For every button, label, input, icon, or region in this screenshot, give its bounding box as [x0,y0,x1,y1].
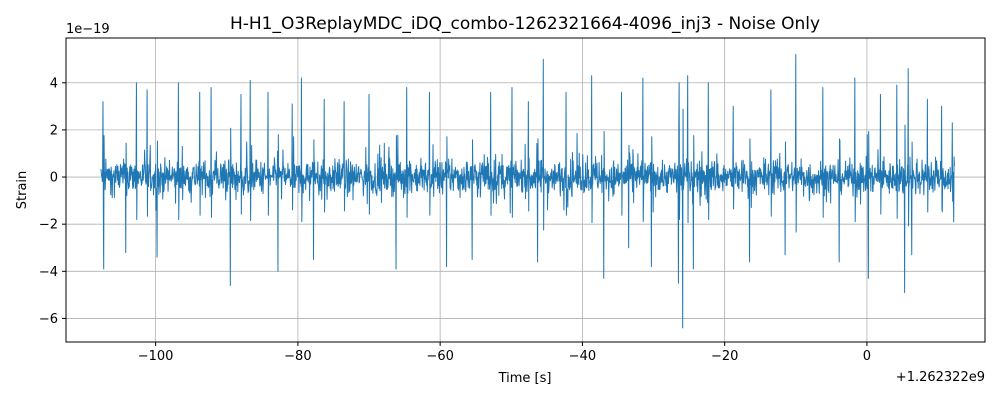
x-tick-label: 0 [863,349,871,364]
plot-area-frame [65,37,986,343]
y-axis-label: Strain [15,171,30,210]
x-tick-label: −40 [569,349,596,364]
x-tick-label: −20 [711,349,738,364]
x-tick-label: −60 [426,349,453,364]
y-scale-label: 1e−19 [66,22,110,37]
y-tick-label: −4 [39,265,58,280]
y-tick-label: −2 [39,218,58,233]
x-offset-label: +1.262322e9 [896,370,985,385]
y-tick-label: 4 [50,76,58,91]
y-tick-label: −6 [39,312,58,327]
strain-series-line [100,54,955,329]
x-tick-label: −80 [284,349,311,364]
chart-title: H-H1_O3ReplayMDC_iDQ_combo-1262321664-40… [230,14,820,34]
y-tick-label: 2 [50,123,58,138]
x-tick-label: −100 [138,349,174,364]
x-axis-label: Time [s] [498,371,552,386]
y-tick-label: 0 [50,171,58,186]
